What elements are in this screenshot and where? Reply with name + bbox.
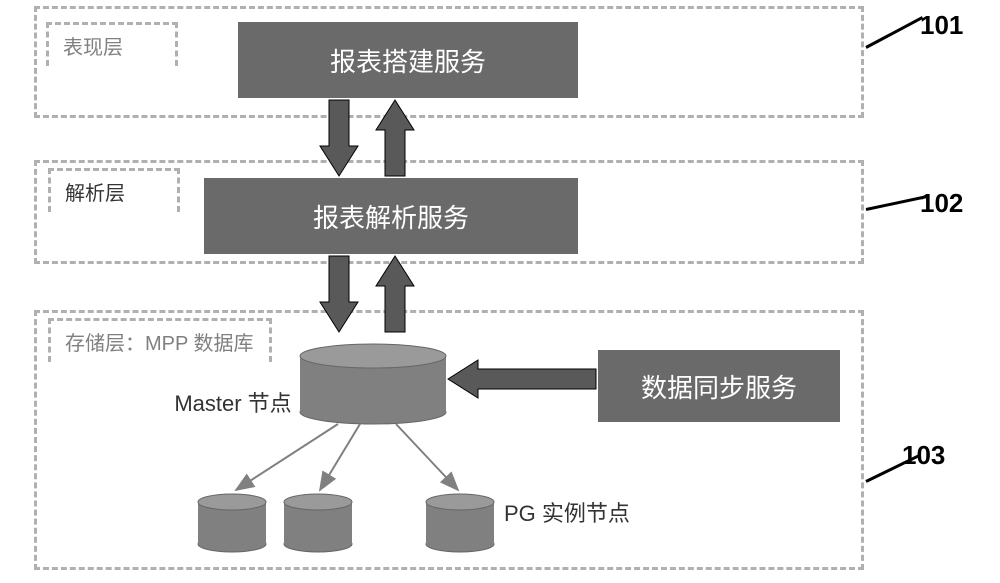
diagram-canvas: 表现层 解析层 存储层：MPP 数据库 报表搭建服务 报表解析服务 数据同步服务…	[0, 0, 1000, 583]
ref-num-101: 101	[920, 10, 963, 41]
ref-num-102: 102	[920, 188, 963, 219]
thin-arrows	[0, 0, 1000, 583]
ref-num-103: 103	[902, 440, 945, 471]
